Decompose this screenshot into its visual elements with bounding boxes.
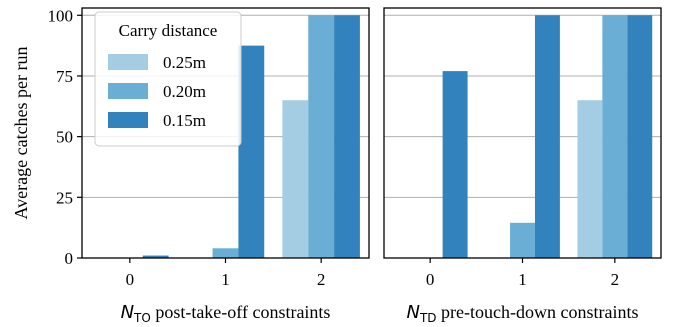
bar-0.20m-cat-2 (308, 15, 335, 258)
legend-swatch-0.15m (108, 112, 148, 128)
x-axis-label: NTD pre-touch-down constraints (407, 302, 639, 325)
x-axis-subscript: TD (419, 311, 437, 325)
bar-0.20m-cat-1 (212, 248, 239, 258)
bar-0.15m-cat-1 (534, 15, 560, 258)
legend-swatch-0.20m (108, 83, 148, 99)
bar-0.15m-cat-0 (142, 255, 169, 258)
y-axis-label: Average catches per run (11, 46, 31, 219)
x-axis-symbol: N (407, 302, 420, 323)
bar-0.15m-cat-0 (442, 71, 468, 258)
x-tick-label: 2 (317, 270, 326, 289)
x-tick-label: 2 (611, 270, 620, 289)
legend-entry-0.25m: 0.25m (163, 53, 206, 72)
legend-swatch-0.25m (108, 54, 148, 70)
y-tick-label: 75 (56, 67, 73, 86)
bar-0.15m-cat-1 (238, 45, 265, 258)
bar-0.20m-cat-1 (510, 222, 535, 258)
bar-0.20m-cat-2 (602, 15, 628, 258)
bar-0.25m-cat-2 (282, 100, 309, 259)
legend: Carry distance 0.25m 0.20m 0.15m (94, 11, 242, 147)
legend-entry-0.20m: 0.20m (163, 82, 206, 101)
x-tick-label: 0 (426, 270, 435, 289)
x-axis-text: post-take-off constraints (151, 302, 331, 322)
x-axis-subscript: TO (133, 311, 151, 325)
x-axis-symbol: N (121, 302, 134, 323)
y-tick-label: 100 (48, 6, 74, 25)
x-axis-label: NTO post-take-off constraints (121, 302, 331, 325)
legend-entry-0.15m: 0.15m (163, 111, 206, 130)
bar-0.15m-cat-2 (334, 15, 360, 258)
legend-title: Carry distance (119, 21, 218, 40)
x-tick-label: 1 (221, 270, 230, 289)
bar-0.15m-cat-2 (627, 15, 653, 258)
x-tick-label: 1 (518, 270, 527, 289)
y-tick-label: 25 (56, 188, 73, 207)
x-tick-label: 0 (126, 270, 135, 289)
y-tick-label: 50 (56, 128, 73, 147)
panel-n-to: 0 1 2 0 25 50 75 100 Average catches per run NTO … (11, 6, 370, 325)
x-axis-text: pre-touch-down constraints (437, 302, 639, 322)
y-tick-label: 0 (65, 249, 74, 268)
bar-0.25m-cat-2 (577, 100, 603, 259)
panel-n-td: 0 1 2 NTD pre-touch-down constraints (383, 7, 662, 325)
